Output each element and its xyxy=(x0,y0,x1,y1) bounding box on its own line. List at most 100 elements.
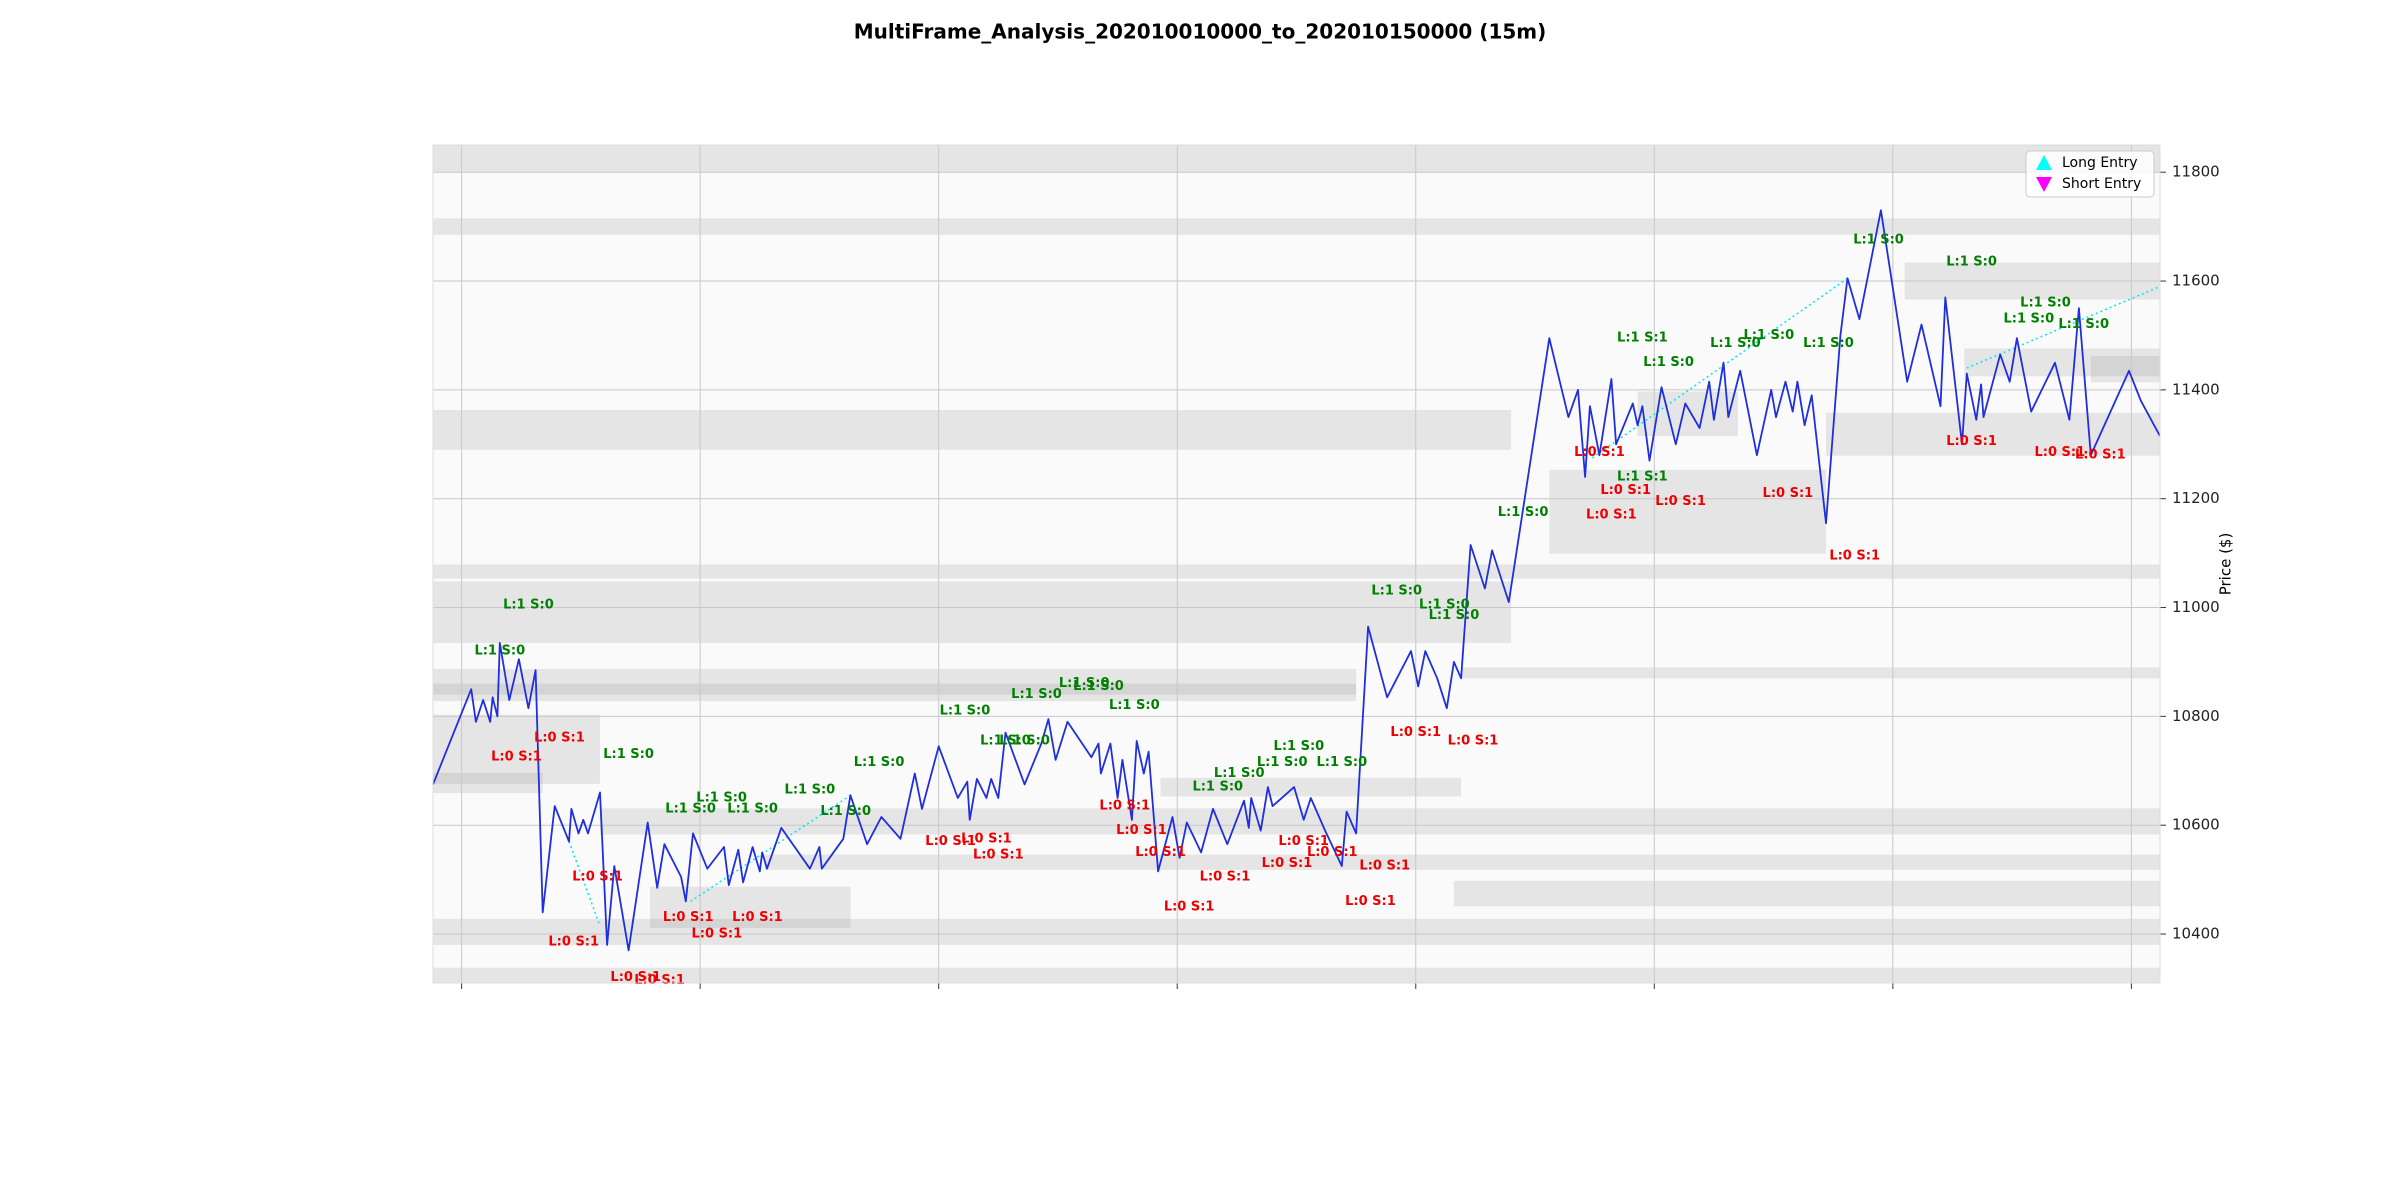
signal-annotation: L:1 S:0 xyxy=(980,733,1031,748)
signal-annotation: L:0 S:1 xyxy=(1946,434,1997,449)
price-line xyxy=(432,209,2161,952)
signal-annotation: L:0 S:1 xyxy=(692,927,743,942)
signal-annotation: L:0 S:1 xyxy=(1262,856,1313,871)
price-zone xyxy=(433,564,2160,579)
signal-annotation: L:1 S:0 xyxy=(696,790,747,805)
y-tick-label: 10600 xyxy=(2172,816,2220,834)
signal-annotation: L:1 S:0 xyxy=(1946,254,1997,269)
signal-annotation: L:1 S:0 xyxy=(1011,687,1062,702)
signal-annotation: L:0 S:1 xyxy=(1390,725,1441,740)
price-zone xyxy=(433,714,600,784)
signal-annotation: L:1 S:0 xyxy=(1429,608,1480,623)
signal-annotation: L:0 S:1 xyxy=(1448,733,1499,748)
price-zone xyxy=(433,581,1512,643)
signal-annotation: L:0 S:1 xyxy=(732,910,783,925)
signal-annotation: L:1 S:1 xyxy=(1617,331,1668,346)
price-zone xyxy=(1964,348,2160,377)
y-tick-label: 10800 xyxy=(2172,707,2220,725)
signal-annotation: L:0 S:1 xyxy=(925,834,976,849)
signal-annotation: L:1 S:0 xyxy=(940,703,991,718)
price-zone xyxy=(1549,469,1827,554)
signal-annotation: L:1 S:0 xyxy=(1192,780,1243,795)
signal-annotation: L:1 S:0 xyxy=(1316,755,1367,770)
signal-annotation: L:0 S:1 xyxy=(572,869,623,884)
signal-annotation: L:1 S:0 xyxy=(785,782,836,797)
signal-annotation: L:0 S:1 xyxy=(491,750,542,765)
price-zone xyxy=(433,683,1357,695)
legend-label: Short Entry xyxy=(2062,176,2141,192)
signal-annotation: L:1 S:0 xyxy=(820,804,871,819)
signal-annotation: L:1 S:0 xyxy=(474,644,525,659)
y-axis-label: Price ($) xyxy=(2217,533,2235,596)
signal-annotation: L:1 S:0 xyxy=(1419,597,1470,612)
signal-annotation: L:0 S:1 xyxy=(534,731,585,746)
plot-area xyxy=(433,145,2160,983)
y-tick-label: 11200 xyxy=(2172,489,2220,507)
signal-annotation: L:0 S:1 xyxy=(1116,823,1167,838)
signal-annotation: L:1 S:0 xyxy=(1643,355,1694,370)
signal-annotation: L:0 S:1 xyxy=(1200,869,1251,884)
signal-annotation: L:0 S:1 xyxy=(1164,899,1215,914)
signal-annotation: L:1 S:0 xyxy=(1710,336,1761,351)
signal-annotation: L:1 S:0 xyxy=(603,747,654,762)
price-zone xyxy=(433,145,2160,173)
signal-annotation: L:1 S:0 xyxy=(1853,233,1904,248)
signal-annotation: L:1 S:0 xyxy=(503,597,554,612)
signal-annotation: L:0 S:1 xyxy=(1829,548,1880,563)
signal-annotation: L:0 S:1 xyxy=(1763,486,1814,501)
price-zone xyxy=(433,967,2160,983)
signal-annotation: L:1 S:1 xyxy=(1617,469,1668,484)
signal-annotation: L:1 S:0 xyxy=(1743,328,1794,343)
signal-annotation: L:1 S:0 xyxy=(727,801,778,816)
signal-annotation: L:0 S:1 xyxy=(1307,845,1358,860)
signal-annotation: L:0 S:1 xyxy=(1135,845,1186,860)
price-zone xyxy=(1453,880,2160,907)
signal-annotation: L:1 S:0 xyxy=(1257,755,1308,770)
signal-annotation: L:1 S:0 xyxy=(1109,698,1160,713)
signal-annotation: L:1 S:0 xyxy=(854,755,905,770)
signal-annotation: L:1 S:0 xyxy=(2020,295,2071,310)
y-tick-label: 11000 xyxy=(2172,598,2220,616)
chart-title: MultiFrame_Analysis_202010010000_to_2020… xyxy=(854,20,1547,44)
signal-annotation: L:0 S:1 xyxy=(1586,508,1637,523)
signal-annotation: L:0 S:1 xyxy=(1600,483,1651,498)
y-tick-label: 11800 xyxy=(2172,163,2220,181)
signal-annotation: L:0 S:1 xyxy=(2075,448,2126,463)
signal-annotation: L:0 S:1 xyxy=(634,973,685,988)
legend-label: Long Entry xyxy=(2062,155,2138,171)
signal-annotation: L:0 S:1 xyxy=(663,910,714,925)
signal-annotation: L:1 S:0 xyxy=(2058,317,2109,332)
signal-annotation: L:0 S:1 xyxy=(1345,894,1396,909)
y-tick-label: 11600 xyxy=(2172,272,2220,290)
legend-marker xyxy=(2036,177,2052,192)
legend-box xyxy=(2025,150,2155,198)
signal-path xyxy=(568,277,2161,927)
price-zone xyxy=(433,218,2160,235)
signal-annotation: L:0 S:1 xyxy=(1278,834,1329,849)
signal-annotation: L:1 S:0 xyxy=(999,733,1050,748)
signal-annotation: L:0 S:1 xyxy=(1099,799,1150,814)
signal-annotation: L:1 S:0 xyxy=(665,801,716,816)
y-tick-label: 11400 xyxy=(2172,380,2220,398)
signal-annotation: L:1 S:0 xyxy=(1059,676,1110,691)
signal-annotation: L:0 S:1 xyxy=(610,970,661,985)
legend-marker xyxy=(2036,155,2052,170)
signal-annotation: L:1 S:0 xyxy=(1073,679,1124,694)
signal-annotation: L:0 S:1 xyxy=(973,848,1024,863)
price-zone xyxy=(1826,412,2160,456)
price-zone xyxy=(1461,667,2160,679)
price-zone xyxy=(433,410,1512,450)
price-zone xyxy=(433,669,1357,702)
signal-annotation: L:0 S:1 xyxy=(1359,859,1410,874)
signal-annotation: L:1 S:0 xyxy=(1498,505,1549,520)
signal-annotation: L:0 S:1 xyxy=(548,935,599,950)
price-zone xyxy=(433,918,2160,945)
signal-annotation: L:1 S:0 xyxy=(1803,336,1854,351)
signal-annotation: L:1 S:0 xyxy=(1274,739,1325,754)
signal-annotation: L:0 S:1 xyxy=(961,831,1012,846)
y-tick-label: 10400 xyxy=(2172,925,2220,943)
signal-annotation: L:1 S:0 xyxy=(2003,312,2054,327)
signal-annotation: L:0 S:1 xyxy=(1655,494,1706,509)
signal-annotation: L:1 S:0 xyxy=(1214,766,1265,781)
